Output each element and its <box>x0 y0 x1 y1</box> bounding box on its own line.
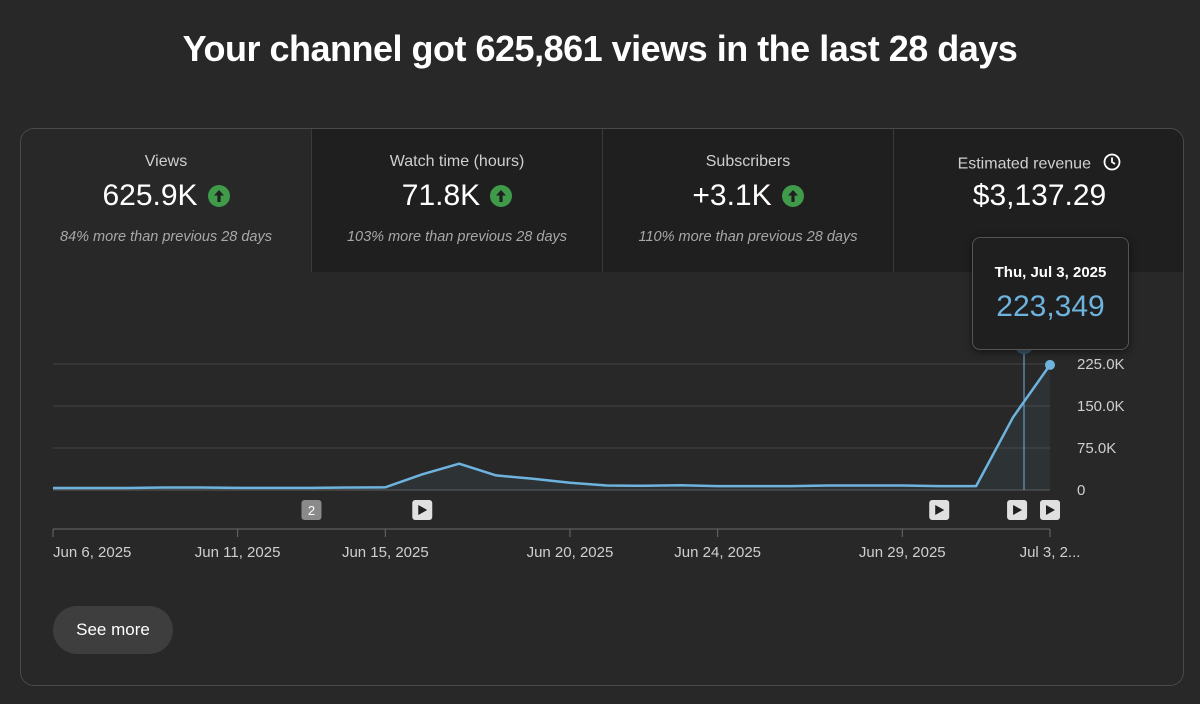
metric-value: 71.8K <box>401 179 481 212</box>
see-more-button[interactable]: See more <box>53 606 173 654</box>
y-tick-label: 150.0K <box>1077 398 1125 415</box>
metric-views[interactable]: Views 625.9K 84% more than previous 28 d… <box>21 129 312 272</box>
metric-compare: 103% more than previous 28 days <box>346 229 568 245</box>
play-icon <box>935 505 945 515</box>
x-tick-label: Jun 20, 2025 <box>527 544 614 561</box>
metric-label: Subscribers <box>705 153 791 170</box>
metric-compare: 110% more than previous 28 days <box>638 229 858 245</box>
metric-label: Watch time (hours) <box>389 153 525 170</box>
x-tick-label: Jun 24, 2025 <box>674 544 761 561</box>
tooltip-value: 223,349 <box>996 290 1105 323</box>
views-area <box>53 364 1050 490</box>
metric-value: $3,137.29 <box>972 179 1107 212</box>
metric-watch-time[interactable]: Watch time (hours) 71.8K 103% more than … <box>312 129 603 272</box>
x-tick-label: Jun 29, 2025 <box>859 544 946 561</box>
metric-subscribers[interactable]: Subscribers +3.1K 110% more than previou… <box>603 129 894 272</box>
x-tick-label: Jun 6, 2025 <box>53 544 131 561</box>
analytics-card: Views 625.9K 84% more than previous 28 d… <box>20 128 1184 686</box>
metric-value: +3.1K <box>692 179 772 212</box>
play-icon <box>1013 505 1023 515</box>
x-tick-label: Jun 15, 2025 <box>342 544 429 561</box>
y-tick-label: 75.0K <box>1077 440 1116 457</box>
views-line-chart[interactable]: 0 75.0K 150.0K 225.0K Jun 6, 2025 Jun 11, 202… <box>21 129 1184 686</box>
metric-value: 625.9K <box>102 179 198 212</box>
arrow-up-icon <box>490 185 513 207</box>
metric-compare: 84% more than previous 28 days <box>60 229 272 245</box>
chart-tooltip: Thu, Jul 3, 2025 223,349 <box>972 237 1129 350</box>
arrow-up-icon <box>781 185 804 207</box>
play-icon <box>1046 505 1055 515</box>
upload-count-label: 2 <box>308 503 315 518</box>
tooltip-date: Thu, Jul 3, 2025 <box>994 264 1107 281</box>
views-line <box>53 364 1052 490</box>
play-icon <box>418 505 428 515</box>
metric-label: Views <box>144 153 188 170</box>
x-tick-label: Jul 3, 2... <box>1020 544 1081 561</box>
metric-label: Estimated revenue <box>957 155 1091 173</box>
page-headline: Your channel got 625,861 views in the la… <box>182 28 1018 69</box>
highlighted-point <box>1045 359 1055 370</box>
clock-icon[interactable] <box>1103 153 1121 176</box>
y-tick-label: 225.0K <box>1077 356 1125 373</box>
arrow-up-icon <box>207 185 230 207</box>
upload-count-badge[interactable] <box>301 500 322 520</box>
y-tick-label: 0 <box>1077 482 1085 499</box>
x-tick-label: Jun 11, 2025 <box>195 544 281 561</box>
